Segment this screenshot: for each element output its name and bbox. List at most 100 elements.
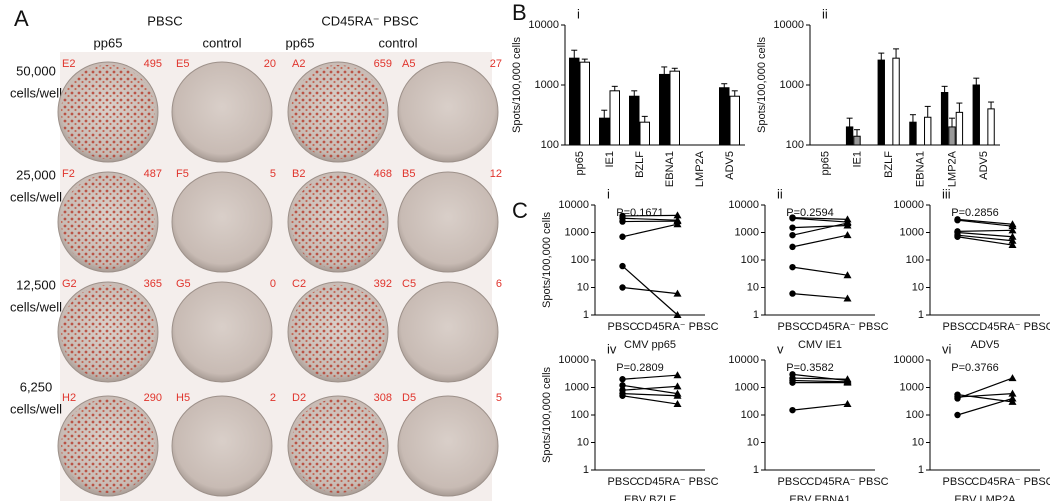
x-tick-label: IE1 [851, 151, 863, 168]
row-label: 50,000 [16, 63, 56, 78]
x-tick-label: ADV5 [978, 151, 990, 180]
donor-line [622, 286, 678, 295]
donor-line [792, 293, 848, 300]
donor-line [622, 395, 678, 405]
row-label: 6,250 [20, 379, 53, 394]
y-tick-label: 1 [918, 309, 924, 321]
donor-line [792, 266, 848, 276]
marker [954, 411, 961, 419]
panel-label: A [14, 6, 29, 31]
bar [924, 116, 932, 146]
well-id: B5 [402, 168, 415, 180]
well-count: 290 [144, 392, 162, 404]
donor-line [622, 217, 678, 221]
well [397, 171, 499, 273]
marker [789, 379, 796, 386]
well [397, 395, 499, 497]
x-axis-label: CMV pp65 [624, 339, 676, 351]
x-tick-label: pp65 [820, 151, 832, 175]
y-tick-label: 10 [747, 281, 759, 293]
marker [843, 378, 852, 386]
x-tick-label: IE1 [604, 151, 616, 168]
x-tick-label: PBSC [608, 476, 638, 488]
y-tick-label: 10 [577, 436, 589, 448]
column-header: pp65 [286, 35, 315, 50]
y-tick-label: 1 [583, 309, 589, 321]
well-count: 2 [270, 392, 276, 404]
donor-line [957, 218, 1013, 225]
column-header: control [378, 35, 417, 50]
marker [843, 231, 852, 239]
well-id: D5 [402, 392, 416, 404]
row-label: cells/well [10, 189, 62, 204]
x-tick-label: CD45RA⁻ PBSC [636, 321, 718, 333]
row-label: cells/well [10, 299, 62, 314]
marker [673, 211, 682, 219]
column-header: pp65 [94, 35, 123, 50]
donor-line [792, 234, 848, 248]
marker [843, 271, 852, 279]
marker [789, 224, 796, 231]
marker [1008, 389, 1017, 397]
marker [1008, 236, 1017, 244]
x-axis-label: EBV LMP2A [954, 494, 1016, 501]
x-tick-label: ADV5 [724, 151, 736, 180]
panel-number: vi [942, 341, 952, 356]
x-axis-label: EBV EBNA1 [789, 494, 850, 501]
marker [789, 231, 796, 239]
well [397, 61, 499, 163]
well [171, 61, 273, 163]
y-tick-label: 100 [786, 139, 804, 151]
y-tick-label: 10 [747, 436, 759, 448]
well-count: 365 [144, 278, 162, 290]
x-tick-label: LMP2A [946, 150, 958, 187]
row-label: cells/well [10, 85, 62, 100]
p-value: P=0.2809 [616, 362, 663, 374]
donor-line [792, 222, 848, 236]
marker [789, 243, 796, 251]
donor-line [957, 234, 1013, 242]
well-id: E5 [176, 58, 189, 70]
well-spots [61, 175, 155, 269]
well-spots [291, 285, 385, 379]
donor-line [957, 219, 1013, 227]
p-value: P=0.2594 [786, 207, 833, 219]
donor-line [957, 377, 1013, 400]
well [171, 171, 273, 273]
well-spots [61, 65, 155, 159]
y-axis-label: Spots/100,000 cells [511, 36, 523, 133]
well-id: A5 [402, 58, 415, 70]
panel-label: C [512, 198, 528, 223]
y-tick-label: 1 [753, 309, 759, 321]
y-tick-label: 10000 [558, 354, 589, 366]
x-tick-label: PBSC [778, 321, 808, 333]
p-value: P=0.2856 [951, 207, 998, 219]
well [171, 395, 273, 497]
bar [948, 126, 956, 146]
marker [789, 406, 796, 414]
p-value: P=0.3582 [786, 362, 833, 374]
well-count: 392 [374, 278, 392, 290]
y-tick-label: 10000 [728, 199, 759, 211]
marker [673, 391, 682, 399]
well-id: F5 [176, 168, 189, 180]
donor-line [622, 384, 678, 395]
donor-line [957, 229, 1013, 232]
marker [619, 284, 626, 291]
x-axis-label: ADV5 [971, 339, 1000, 351]
well-count: 5 [270, 168, 276, 180]
bar [987, 108, 995, 146]
x-tick-label: LMP2A [694, 150, 706, 187]
panel-number: ii [777, 186, 783, 201]
well-count: 27 [490, 58, 502, 70]
row-label: cells/well [10, 401, 62, 416]
bar [940, 91, 949, 146]
x-tick-label: BZLF [883, 151, 895, 178]
marker [789, 215, 796, 222]
donor-line [792, 216, 848, 220]
well-id: F2 [62, 168, 75, 180]
y-tick-label: 10000 [558, 199, 589, 211]
x-tick-label: EBNA1 [664, 151, 676, 187]
donor-line [957, 236, 1013, 246]
y-tick-label: 10000 [893, 199, 924, 211]
